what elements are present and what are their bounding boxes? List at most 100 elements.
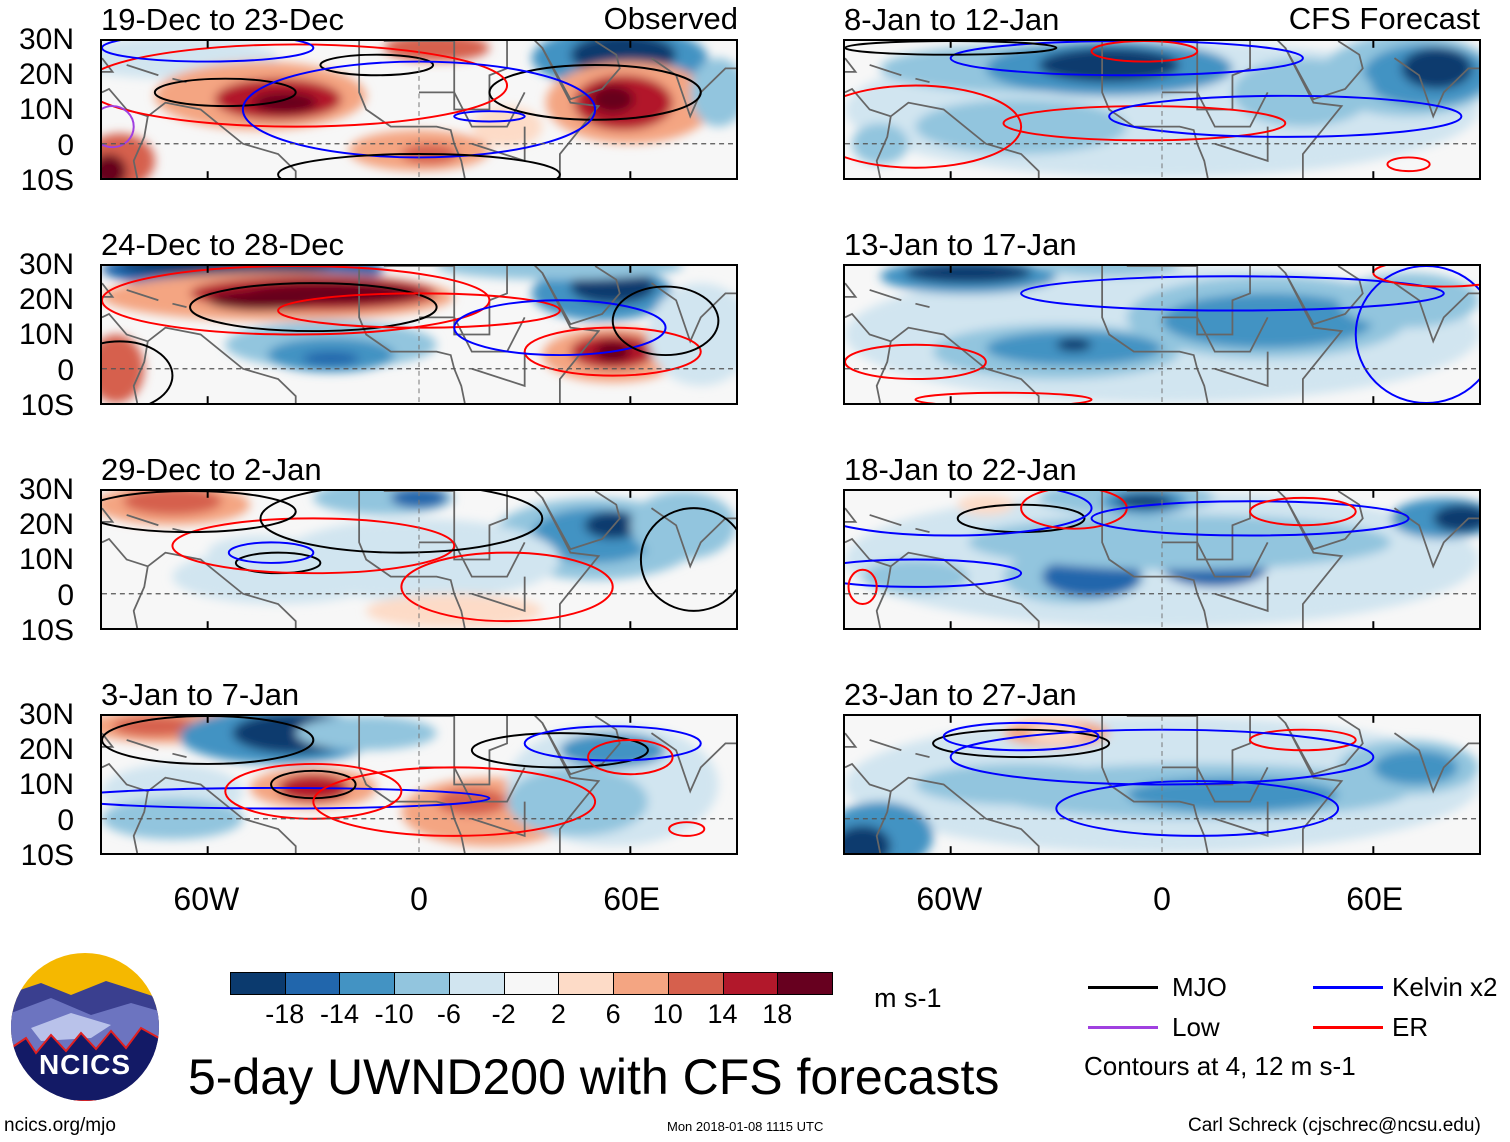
coastline (471, 351, 526, 388)
lon-label: 60E (603, 881, 661, 917)
wind-anomaly-region (591, 85, 634, 113)
wind-anomaly-region (123, 491, 222, 515)
wind-anomaly-region (852, 123, 909, 165)
coastline (650, 57, 736, 119)
colorbar-tick-label: 2 (550, 999, 566, 1029)
coastline (471, 801, 526, 838)
wind-anomaly-region (690, 58, 736, 127)
legend-mjo-label: MJO (1172, 972, 1227, 1002)
cfs-forecast-label: CFS Forecast (1288, 1, 1480, 36)
filtered-wind-contour (668, 821, 706, 837)
filtered-wind-contour (488, 64, 702, 121)
coastline (102, 762, 149, 793)
filtered-wind-contour (102, 266, 491, 336)
colorbar-swatch (777, 972, 833, 995)
filtered-wind-contour (102, 41, 315, 63)
colorbar-tick-label: -18 (265, 999, 305, 1029)
filtered-wind-contour (1354, 266, 1479, 403)
coastline (383, 491, 508, 561)
coastline (541, 41, 621, 101)
lon-label: 60W (173, 881, 240, 917)
colorbar-swatch (722, 972, 779, 995)
map-panel (100, 264, 738, 405)
panel-title: 19-Dec to 23-Dec (101, 2, 344, 37)
wind-anomaly-region (559, 733, 666, 768)
wind-anomaly-region (102, 154, 127, 178)
coastline (915, 527, 930, 533)
coastline (869, 64, 902, 77)
filtered-wind-contour (102, 105, 135, 149)
filtered-wind-contour (102, 491, 297, 534)
legend-low-label: Low (1172, 1012, 1220, 1042)
filtered-wind-contour (942, 721, 1100, 752)
panel-title: 23-Jan to 27-Jan (844, 677, 1077, 712)
filtered-wind-contour (259, 491, 544, 554)
filtered-wind-contour (845, 41, 1058, 56)
map-panel (843, 39, 1481, 180)
site-link[interactable]: ncics.org/mjo (4, 1115, 116, 1136)
filtered-wind-contour (171, 517, 456, 575)
lat-label: 30N (18, 23, 74, 56)
coastline (102, 282, 115, 298)
wind-anomaly-region (436, 266, 684, 280)
coastline (1276, 41, 1344, 178)
filtered-wind-contour (102, 340, 174, 403)
coastline (875, 776, 1040, 853)
filtered-wind-contour (153, 77, 297, 108)
coastline (172, 302, 187, 308)
colorbar-swatch (558, 972, 615, 995)
map-panel (100, 489, 738, 630)
wind-anomaly-region (253, 92, 317, 113)
filtered-wind-contour (312, 766, 597, 837)
colorbar-swatch (394, 972, 450, 995)
panel-title: 8-Jan to 12-Jan (844, 2, 1060, 37)
coastline (102, 312, 149, 343)
lat-label: 20N (18, 508, 74, 542)
lon-label: 60W (916, 881, 983, 917)
filtered-wind-contour (102, 716, 315, 765)
wind-anomaly-region (630, 491, 736, 560)
panel-title: 18-Jan to 22-Jan (844, 452, 1077, 487)
filtered-wind-contour (1372, 266, 1479, 288)
coastline (915, 302, 930, 308)
coastline (102, 57, 115, 73)
panel-title: 29-Dec to 2-Jan (101, 452, 322, 487)
coastline (419, 316, 526, 353)
colorbar-swatch (284, 972, 341, 995)
lat-label: 20N (18, 733, 74, 767)
coastline (1162, 91, 1269, 128)
lat-label: 0 (57, 803, 74, 837)
coastline (869, 514, 902, 527)
colorbar-tick-label: 10 (652, 999, 683, 1029)
contour-note: Contours at 4, 12 m s-1 (1084, 1051, 1356, 1081)
coastline (869, 739, 902, 752)
filtered-wind-contour (1249, 496, 1357, 527)
coastline (102, 507, 115, 523)
wind-anomaly-region (904, 266, 1032, 284)
filtered-wind-contour (1249, 728, 1357, 752)
legend-er-label: ER (1392, 1012, 1429, 1042)
legend-low-line (1088, 1026, 1158, 1029)
wind-anomaly-region (302, 351, 360, 366)
filtered-wind-contour (845, 491, 1093, 537)
colorbar-tick-label: -14 (319, 999, 359, 1029)
lat-label: 10S (20, 838, 74, 872)
coastline (845, 57, 858, 73)
filtered-wind-contour (523, 725, 702, 762)
panel-title: 3-Jan to 7-Jan (101, 677, 300, 712)
filtered-wind-contour (611, 285, 720, 357)
filtered-wind-contour (914, 391, 1093, 403)
coastline (1214, 351, 1269, 388)
filtered-wind-contour (1108, 94, 1463, 138)
coastline (541, 491, 621, 551)
filtered-wind-contour (1090, 500, 1410, 537)
lat-label: 20N (18, 283, 74, 317)
coastline (132, 101, 297, 178)
wind-anomaly-region (207, 289, 314, 311)
coastline (915, 752, 930, 758)
coastline (471, 576, 526, 613)
legend-er-line (1313, 1026, 1383, 1029)
colorbar-swatch (503, 972, 560, 995)
filtered-wind-contour (1386, 156, 1431, 173)
